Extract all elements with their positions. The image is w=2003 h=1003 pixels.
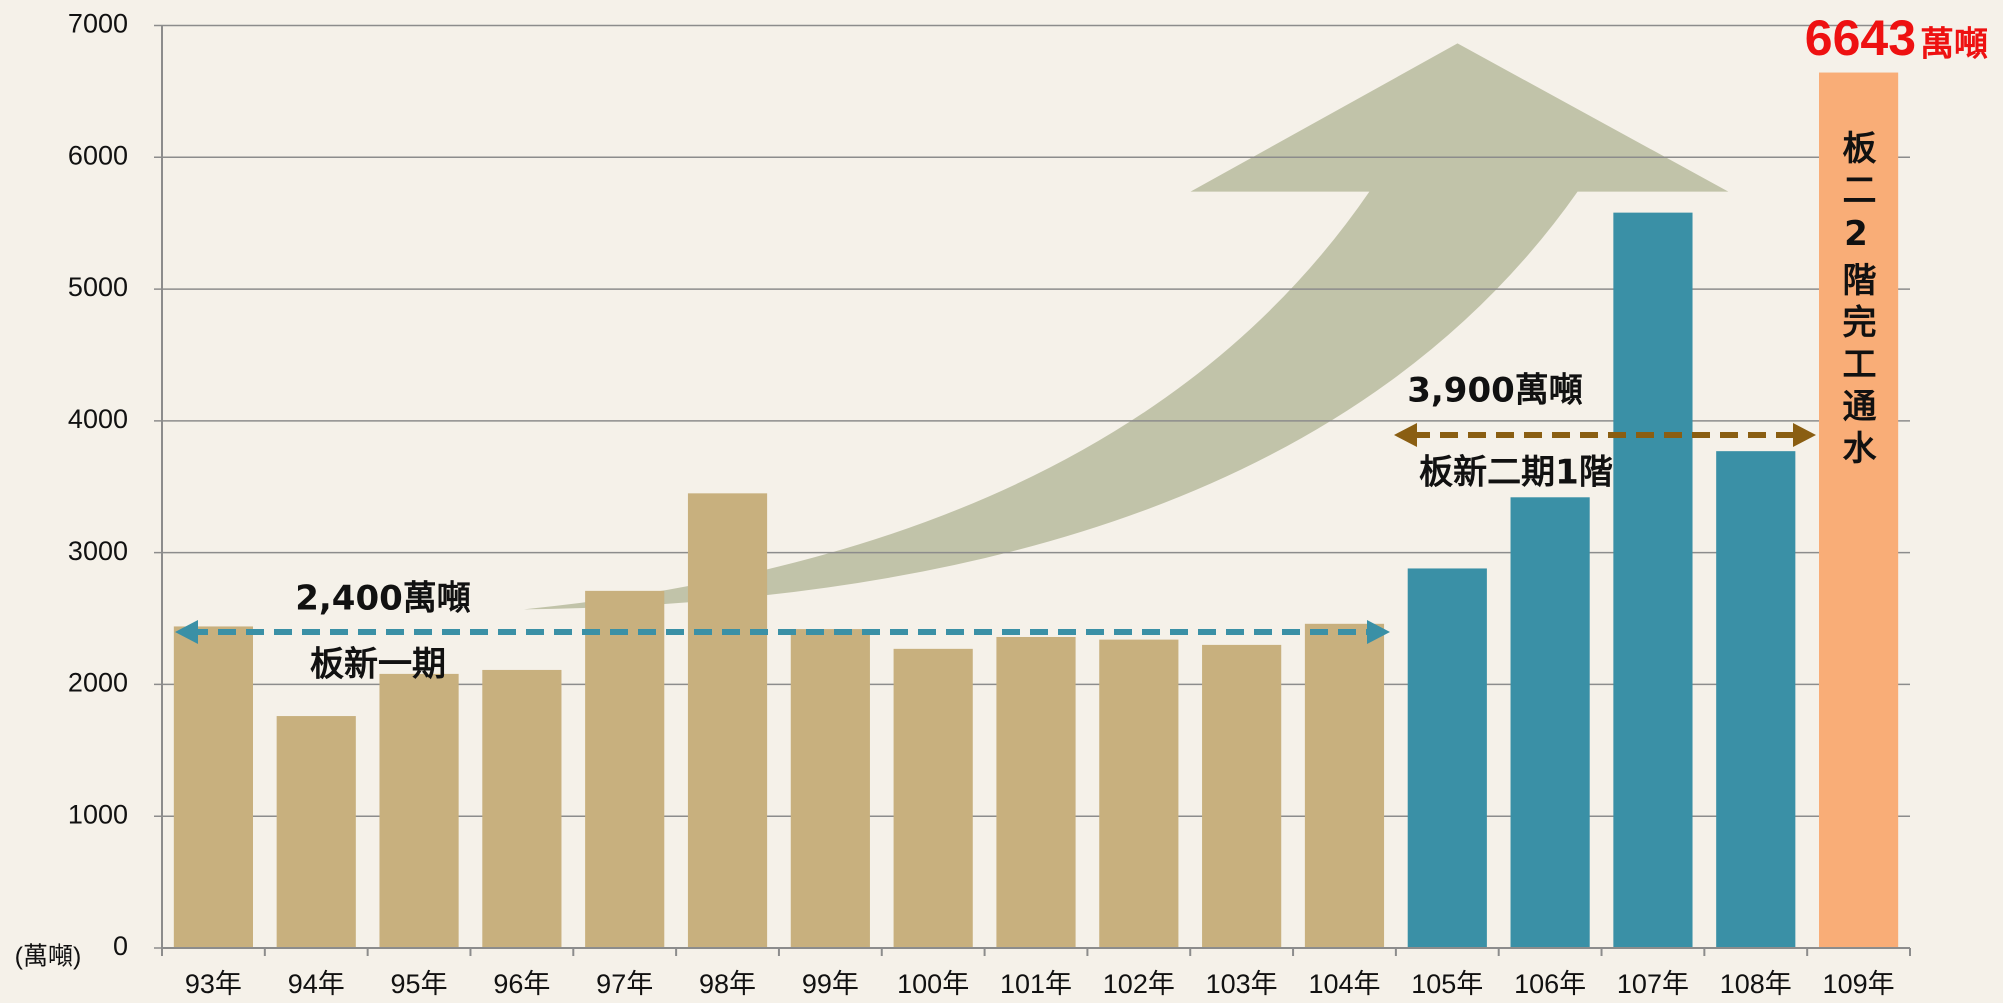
bar <box>790 629 870 948</box>
value-label: 6643 <box>1805 10 1916 66</box>
x-tick-label: 101年 <box>1000 969 1072 999</box>
annotation: 板二2階完工通水 <box>1836 130 1876 472</box>
bar <box>1099 639 1179 948</box>
bar <box>379 673 459 948</box>
annotation: 2,400萬噸 <box>295 579 471 619</box>
y-tick-label: 0 <box>113 931 128 961</box>
bar <box>482 669 562 948</box>
bar <box>1819 72 1899 949</box>
x-tick-label: 98年 <box>699 969 756 999</box>
annotation: 板新一期 <box>310 645 446 685</box>
x-tick-label: 93年 <box>185 969 242 999</box>
x-tick-label: 97年 <box>596 969 653 999</box>
y-tick-label: 2000 <box>68 668 128 698</box>
y-tick-label: 1000 <box>68 799 128 829</box>
phase1-arrow <box>175 620 1390 644</box>
x-tick-label: 104年 <box>1308 969 1380 999</box>
bar <box>893 648 973 948</box>
y-tick-label: 3000 <box>68 536 128 566</box>
x-tick-label: 105年 <box>1411 969 1483 999</box>
x-tick-label: 107年 <box>1617 969 1689 999</box>
bar <box>687 493 768 948</box>
bar <box>1716 451 1796 948</box>
bar <box>1304 623 1385 948</box>
x-tick-label: 109年 <box>1823 969 1895 999</box>
y-tick-label: 5000 <box>68 272 128 302</box>
annotation: 板新二期1階 <box>1419 453 1613 493</box>
x-tick-label: 99年 <box>802 969 859 999</box>
bar <box>996 636 1076 948</box>
bar <box>276 716 356 948</box>
y-tick-label: 6000 <box>68 140 128 170</box>
x-tick-label: 94年 <box>288 969 345 999</box>
bar <box>1613 212 1693 948</box>
x-tick-label: 100年 <box>897 969 969 999</box>
bar <box>585 590 665 948</box>
x-tick-label: 95年 <box>391 969 448 999</box>
value-label-unit: 萬噸 <box>1920 25 1988 65</box>
x-tick-label: 103年 <box>1206 969 1278 999</box>
y-tick-label: 7000 <box>68 9 128 39</box>
y-unit: (萬噸) <box>15 943 82 971</box>
x-tick-label: 96年 <box>493 969 550 999</box>
y-tick-label: 4000 <box>68 404 128 434</box>
x-tick-label: 106年 <box>1514 969 1586 999</box>
trend-arrow <box>523 43 1729 610</box>
x-tick-label: 108年 <box>1720 969 1792 999</box>
bar <box>1202 644 1282 948</box>
annotation: 3,900萬噸 <box>1407 371 1583 411</box>
bar <box>173 626 253 948</box>
phase2-arrow <box>1394 423 1816 447</box>
x-tick-label: 102年 <box>1103 969 1175 999</box>
bar <box>1407 568 1487 948</box>
bar <box>1510 497 1590 948</box>
